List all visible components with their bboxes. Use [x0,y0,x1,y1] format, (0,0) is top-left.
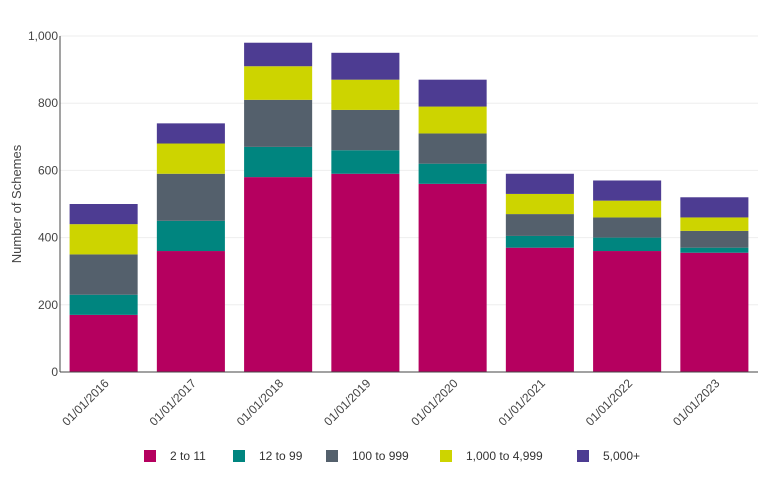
bar-segment[interactable] [593,200,662,218]
bar-segment[interactable] [244,99,313,147]
legend: 2 to 11 12 to 99 100 to 999 1,000 to 4,999 5… [144,449,640,463]
bar-segment[interactable] [593,237,662,252]
bar-segment[interactable] [680,217,749,231]
legend-swatch[interactable] [577,450,589,462]
bar-segment[interactable] [156,173,225,221]
y-tick-label: 600 [38,163,58,177]
bar-segment[interactable] [156,220,225,252]
bar-segment[interactable] [680,252,749,372]
y-tick-label: 800 [38,96,58,110]
x-tick-label: 01/01/2022 [583,376,636,429]
x-tick-label: 01/01/2020 [408,376,461,429]
legend-swatch[interactable] [326,450,338,462]
bar-segment[interactable] [244,66,313,100]
y-tick-label: 200 [38,298,58,312]
bar-segment[interactable] [156,143,225,174]
bar-segment[interactable] [593,180,662,201]
y-tick-label: 400 [38,231,58,245]
legend-label[interactable]: 12 to 99 [259,449,303,463]
legend-label[interactable]: 5,000+ [603,449,640,463]
x-tick-labels: 01/01/2016 01/01/2017 01/01/2018 01/01/2019… [59,376,722,429]
bar-segment[interactable] [69,224,138,255]
legend-swatch[interactable] [144,450,156,462]
bar-segment[interactable] [69,254,138,295]
bar-segment[interactable] [593,217,662,238]
bar-segment[interactable] [505,235,574,248]
bar-segment[interactable] [331,79,400,110]
bars [69,42,749,372]
y-tick-labels: 0 200 400 600 800 1,000 [28,29,58,379]
legend-swatch[interactable] [440,450,452,462]
bar-segment[interactable] [69,314,138,372]
bar-segment[interactable] [244,177,313,372]
bar-segment[interactable] [418,106,487,134]
axes [59,36,758,373]
bar-segment[interactable] [331,109,400,151]
bar-segment[interactable] [505,173,574,194]
legend-label[interactable]: 2 to 11 [170,449,206,463]
bar-segment[interactable] [69,204,138,225]
legend-label[interactable]: 100 to 999 [352,449,409,463]
bar-segment[interactable] [680,247,749,253]
bar-segment[interactable] [418,133,487,164]
bar-segment[interactable] [680,197,749,218]
x-tick-label: 01/01/2016 [59,376,112,429]
bar-segment[interactable] [505,193,574,215]
bar-segment[interactable] [156,251,225,372]
bar-segment[interactable] [593,251,662,372]
bar-segment[interactable] [505,247,574,372]
x-tick-label: 01/01/2019 [321,376,374,429]
y-axis-label: Number of Schemes [9,144,24,263]
bar-segment[interactable] [331,52,400,80]
x-tick-label: 01/01/2021 [496,376,549,429]
y-tick-label: 0 [51,365,58,379]
legend-label[interactable]: 1,000 to 4,999 [466,449,543,463]
x-tick-label: 01/01/2023 [670,376,723,429]
bar-segment[interactable] [331,173,400,372]
bar-segment[interactable] [244,42,313,67]
bar-segment[interactable] [418,183,487,372]
bar-segment[interactable] [244,146,313,178]
bar-segment[interactable] [331,150,400,174]
x-tick-label: 01/01/2018 [234,376,287,429]
bar-segment[interactable] [418,163,487,184]
x-tick-label: 01/01/2017 [147,376,200,429]
bar-segment[interactable] [418,79,487,107]
y-tick-label: 1,000 [28,29,58,43]
bar-segment[interactable] [680,230,749,248]
legend-swatch[interactable] [233,450,245,462]
bar-segment[interactable] [69,294,138,315]
bar-segment[interactable] [505,214,574,236]
bar-segment[interactable] [156,123,225,144]
